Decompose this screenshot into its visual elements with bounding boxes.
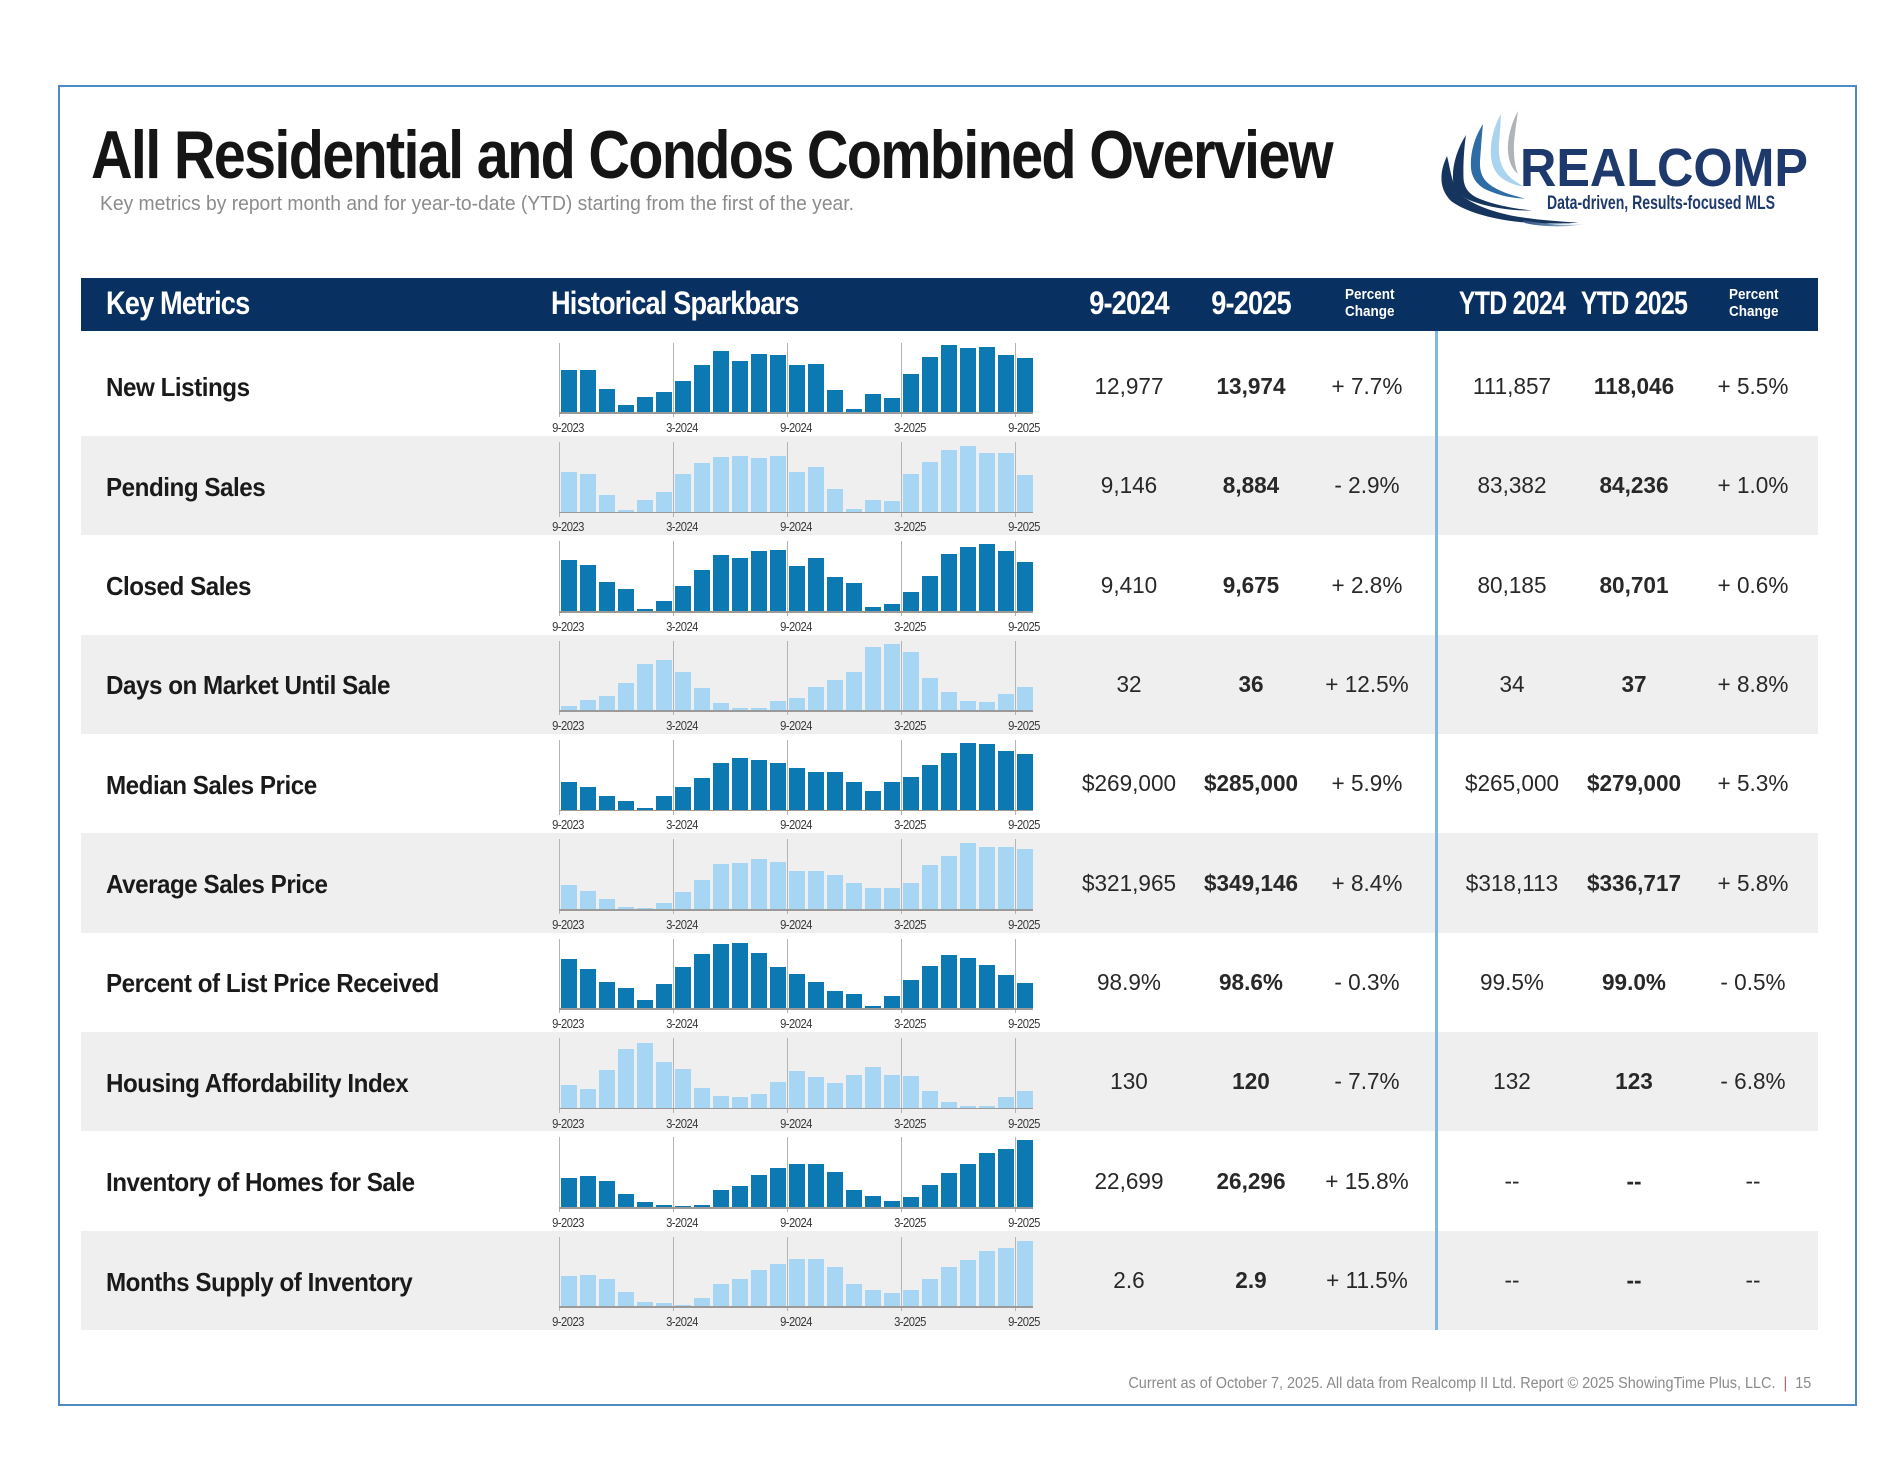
svg-text:Data-driven, Results-focused M: Data-driven, Results-focused MLS [1547, 192, 1775, 214]
svg-text:REALCOMP: REALCOMP [1520, 138, 1808, 198]
